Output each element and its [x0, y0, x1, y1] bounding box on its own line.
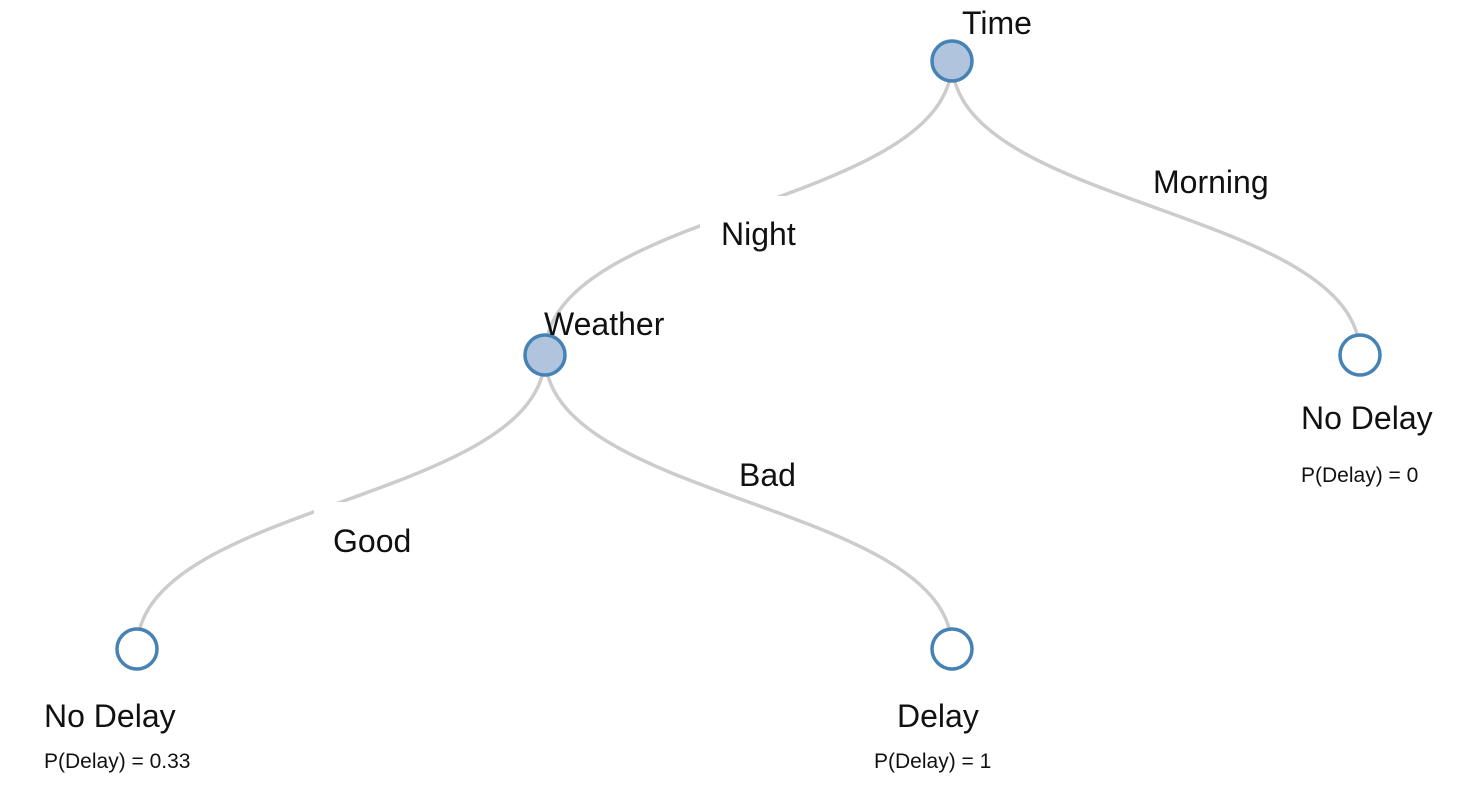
- node-leaf-good[interactable]: No Delay P(Delay) = 0.33: [44, 627, 191, 773]
- node-time-label: Time: [962, 5, 1032, 41]
- node-time[interactable]: Time: [930, 5, 1032, 83]
- node-leaf-bad-circle[interactable]: [930, 627, 974, 671]
- node-leaf-good-circle[interactable]: [115, 627, 159, 671]
- node-leaf-bad-label: Delay: [897, 698, 979, 734]
- node-weather[interactable]: Weather: [523, 306, 665, 377]
- node-time-circle[interactable]: [930, 39, 974, 83]
- edge-label-morning: Morning: [1153, 164, 1269, 200]
- node-leaf-bad[interactable]: Delay P(Delay) = 1: [874, 627, 991, 773]
- node-weather-circle[interactable]: [523, 333, 567, 377]
- node-leaf-morning[interactable]: No Delay P(Delay) = 0: [1301, 333, 1433, 487]
- edge-label-good: Good: [314, 502, 424, 562]
- edge-label-night: Night: [700, 196, 812, 256]
- node-leaf-good-probability: P(Delay) = 0.33: [44, 750, 191, 773]
- node-leaf-good-label: No Delay: [44, 698, 176, 734]
- edge-labels-layer: Night Morning Good Bad: [314, 164, 1269, 562]
- node-leaf-morning-label: No Delay: [1301, 400, 1433, 436]
- node-leaf-bad-probability: P(Delay) = 1: [874, 750, 991, 773]
- edge-label-good-text: Good: [333, 523, 411, 559]
- edge-label-night-text: Night: [721, 216, 796, 252]
- node-leaf-morning-probability: P(Delay) = 0: [1301, 464, 1418, 487]
- nodes-layer: Time Weather No Delay P(Delay) = 0 No De…: [44, 5, 1433, 773]
- edge-label-bad: Bad: [739, 457, 796, 493]
- link-weather-bad: [543, 354, 954, 650]
- link-time-morning: [950, 60, 1362, 356]
- edge-label-bad-text: Bad: [739, 457, 796, 493]
- node-leaf-morning-circle[interactable]: [1338, 333, 1382, 377]
- edge-label-morning-text: Morning: [1153, 164, 1269, 200]
- node-weather-label: Weather: [544, 306, 665, 342]
